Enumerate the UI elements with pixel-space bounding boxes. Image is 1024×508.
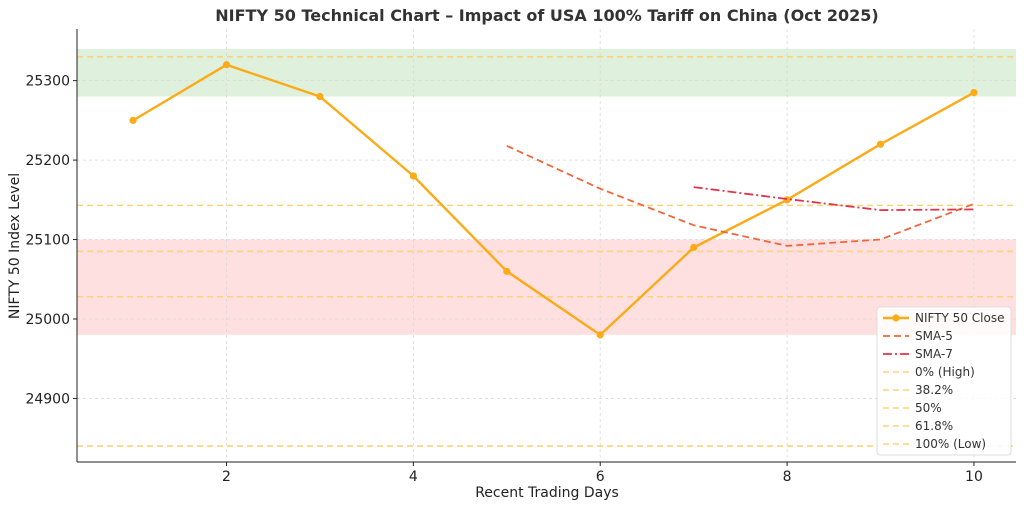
legend-entry: 50%	[915, 401, 942, 415]
fibonacci-levels	[77, 56, 1016, 447]
close-data-point	[970, 88, 978, 97]
legend-entry: 38.2%	[915, 383, 953, 397]
legend-entry: SMA-5	[915, 329, 953, 343]
series-line-sma-7	[693, 186, 975, 212]
x-tick-label: 10	[965, 469, 983, 485]
y-tick-label: 25000	[25, 312, 70, 328]
x-tick-label: 2	[222, 469, 231, 485]
x-tick-label: 8	[783, 469, 792, 485]
series-line-nifty-50-close	[132, 63, 975, 337]
close-data-point	[876, 140, 885, 148]
y-tick-label: 25300	[25, 74, 70, 90]
close-data-point	[690, 243, 698, 252]
close-data-point	[316, 92, 324, 101]
legend-entry: 0% (High)	[915, 365, 975, 379]
close-data-point	[409, 172, 417, 180]
y-axis-label: NIFTY 50 Index Level	[7, 173, 23, 319]
close-data-point	[129, 116, 137, 124]
x-tick-label: 6	[596, 469, 605, 485]
series-lines	[129, 61, 978, 339]
y-tick-label: 24900	[25, 391, 70, 407]
x-tick-label: 4	[409, 469, 418, 485]
legend-entry: NIFTY 50 Close	[915, 311, 1004, 325]
y-tick-label: 25100	[25, 233, 70, 249]
y-tick-label: 25200	[25, 153, 70, 169]
close-data-point	[596, 331, 604, 339]
grid-lines	[77, 29, 1016, 462]
legend-marker	[892, 314, 900, 322]
x-axis-label: Recent Trading Days	[475, 485, 619, 501]
legend-entry: 100% (Low)	[915, 437, 986, 451]
close-data-point	[503, 267, 511, 275]
legend: NIFTY 50 Close SMA-5 SMA-7 0% (High) 38.2% 50…	[876, 306, 1012, 456]
legend-entry: SMA-7	[915, 347, 953, 361]
axes	[73, 29, 1016, 466]
legend-entry: 61.8%	[915, 419, 953, 433]
series-line-sma-5	[506, 144, 975, 247]
support-zone-band	[77, 239, 1016, 335]
tick-labels: 2 4 6 8 10 24900 25000 25100 25200 25300	[25, 74, 982, 485]
legend-box	[876, 306, 1012, 456]
zone-bands	[77, 48, 1016, 335]
close-data-point	[222, 61, 231, 69]
chart-title: NIFTY 50 Technical Chart – Impact of USA…	[215, 6, 878, 25]
close-data-point	[783, 196, 791, 204]
